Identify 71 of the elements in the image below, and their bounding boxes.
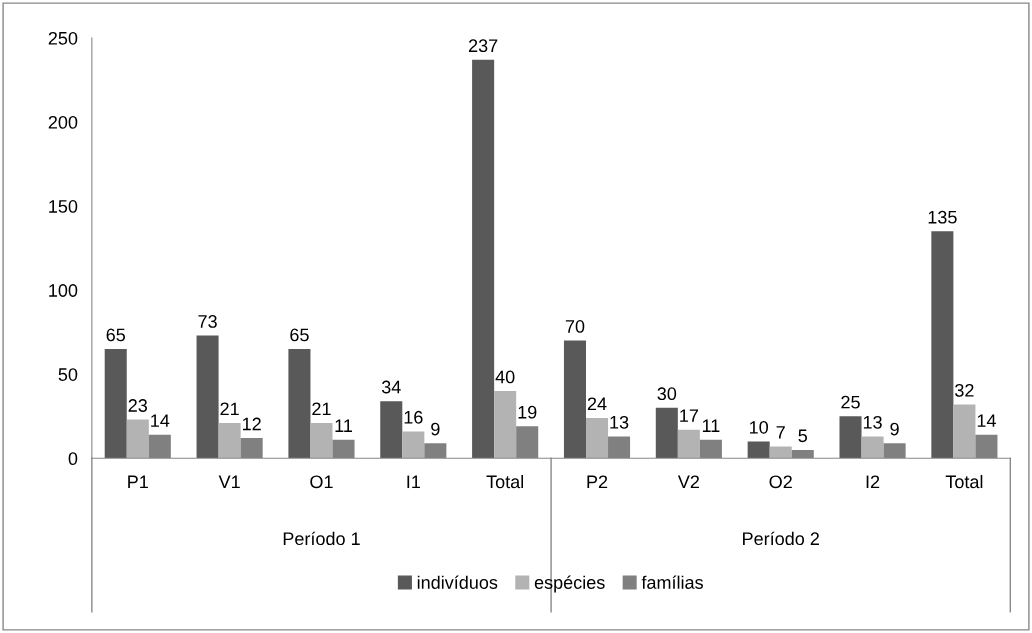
data-label: 7 bbox=[776, 426, 785, 439]
data-label: 237 bbox=[468, 39, 498, 53]
x-tick-label: V2 bbox=[677, 475, 699, 489]
x-tick-label: V1 bbox=[218, 475, 240, 489]
bar bbox=[839, 416, 862, 459]
bar bbox=[126, 419, 149, 459]
bar bbox=[402, 431, 425, 459]
data-label: 32 bbox=[955, 383, 974, 397]
bar bbox=[677, 429, 700, 459]
bar bbox=[861, 436, 884, 459]
data-label: 70 bbox=[565, 320, 585, 333]
bar bbox=[931, 231, 954, 459]
bar bbox=[563, 340, 586, 459]
bar bbox=[494, 391, 517, 459]
data-label: 11 bbox=[702, 419, 720, 432]
text: Período 1 bbox=[283, 531, 360, 546]
x-tick-label: Total bbox=[486, 474, 524, 489]
x-tick-label: P2 bbox=[587, 475, 608, 489]
data-label: 21 bbox=[312, 402, 331, 416]
data-label: 14 bbox=[977, 414, 996, 427]
data-label: 10 bbox=[750, 420, 768, 434]
data-label: 40 bbox=[495, 370, 515, 384]
bar bbox=[380, 401, 403, 459]
bar bbox=[747, 441, 770, 459]
bar bbox=[310, 422, 333, 459]
data-label: 9 bbox=[890, 422, 899, 436]
x-tick-label: I1 bbox=[407, 475, 420, 489]
y-tick-label: 200 bbox=[48, 115, 78, 129]
data-label: 5 bbox=[798, 429, 808, 443]
data-label: 24 bbox=[587, 397, 607, 411]
data-label: 17 bbox=[680, 409, 698, 422]
data-label: 11 bbox=[335, 419, 353, 432]
bar bbox=[655, 407, 678, 459]
data-label: 12 bbox=[243, 417, 261, 431]
legend-label: indivíduos bbox=[417, 575, 498, 589]
data-label: 65 bbox=[106, 328, 126, 342]
data-label: 65 bbox=[290, 328, 309, 342]
x-tick-label: Total bbox=[945, 474, 983, 489]
legend-label: espécies bbox=[534, 575, 605, 593]
data-label: 19 bbox=[518, 405, 537, 419]
bar bbox=[585, 417, 609, 459]
bar bbox=[104, 349, 127, 459]
bar bbox=[769, 446, 792, 459]
bar bbox=[196, 335, 219, 459]
data-label: 135 bbox=[928, 210, 957, 224]
data-label: 30 bbox=[657, 387, 677, 401]
bar bbox=[472, 59, 495, 459]
y-tick-label: 50 bbox=[58, 368, 78, 381]
legend-label: famílias bbox=[641, 575, 703, 589]
data-label: 25 bbox=[841, 395, 860, 409]
data-label: 14 bbox=[151, 414, 170, 427]
y-tick-label: 250 bbox=[48, 31, 78, 45]
y-tick-label: 100 bbox=[49, 284, 78, 297]
bar bbox=[953, 404, 976, 459]
data-label: 34 bbox=[381, 380, 401, 394]
data-label: 16 bbox=[404, 410, 423, 424]
x-tick-label: O2 bbox=[769, 475, 792, 489]
y-tick-label: 0 bbox=[68, 452, 78, 466]
data-label: 73 bbox=[198, 315, 217, 328]
data-label: 13 bbox=[610, 415, 629, 429]
x-tick-label: P1 bbox=[128, 475, 148, 489]
data-label: 13 bbox=[863, 415, 882, 429]
y-tick-label: 150 bbox=[49, 200, 78, 213]
data-label: 9 bbox=[431, 422, 440, 436]
bar bbox=[218, 422, 241, 459]
bar bbox=[288, 349, 311, 459]
data-label: 21 bbox=[220, 402, 239, 416]
data-label: 23 bbox=[128, 399, 148, 412]
text: Período 2 bbox=[743, 531, 819, 546]
x-tick-label: O1 bbox=[310, 475, 333, 489]
x-tick-label: I2 bbox=[866, 475, 880, 489]
